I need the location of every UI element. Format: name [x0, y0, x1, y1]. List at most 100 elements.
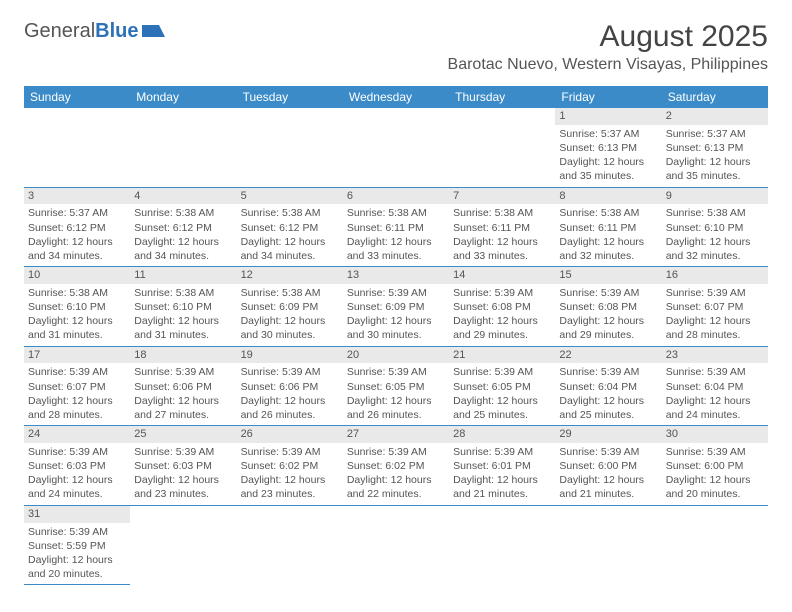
day-info-line: Daylight: 12 hours	[453, 314, 551, 328]
empty-cell	[130, 506, 236, 586]
day-info-line: and 20 minutes.	[28, 567, 126, 581]
day-info-line: Daylight: 12 hours	[559, 394, 657, 408]
day-info-line: Sunrise: 5:39 AM	[666, 365, 764, 379]
day-info-line: and 21 minutes.	[559, 487, 657, 501]
day-cell: 7Sunrise: 5:38 AMSunset: 6:11 PMDaylight…	[449, 188, 555, 268]
day-info-line: Sunset: 6:12 PM	[241, 221, 339, 235]
day-cell: 23Sunrise: 5:39 AMSunset: 6:04 PMDayligh…	[662, 347, 768, 427]
empty-cell	[449, 108, 555, 188]
day-info-line: Sunset: 6:08 PM	[559, 300, 657, 314]
day-info-line: and 24 minutes.	[666, 408, 764, 422]
day-number: 8	[555, 188, 661, 205]
day-number: 25	[130, 426, 236, 443]
weekday-header-row: Sunday Monday Tuesday Wednesday Thursday…	[24, 86, 768, 108]
day-cell: 12Sunrise: 5:38 AMSunset: 6:09 PMDayligh…	[237, 267, 343, 347]
day-info-line: Sunset: 6:05 PM	[453, 380, 551, 394]
day-info-line: Sunrise: 5:38 AM	[347, 206, 445, 220]
day-info-line: Sunrise: 5:39 AM	[559, 286, 657, 300]
day-info-line: Sunrise: 5:39 AM	[347, 286, 445, 300]
day-info-line: Sunrise: 5:37 AM	[666, 127, 764, 141]
day-info-line: Daylight: 12 hours	[28, 553, 126, 567]
day-info-line: Sunrise: 5:39 AM	[453, 445, 551, 459]
day-info-line: Sunrise: 5:39 AM	[28, 445, 126, 459]
day-info-line: Daylight: 12 hours	[134, 394, 232, 408]
empty-cell	[555, 506, 661, 586]
day-body: Sunrise: 5:39 AMSunset: 6:06 PMDaylight:…	[130, 363, 236, 425]
day-number: 12	[237, 267, 343, 284]
day-cell: 3Sunrise: 5:37 AMSunset: 6:12 PMDaylight…	[24, 188, 130, 268]
day-body: Sunrise: 5:38 AMSunset: 6:11 PMDaylight:…	[555, 204, 661, 266]
logo: GeneralBlue	[24, 20, 167, 43]
day-info-line: Daylight: 12 hours	[134, 473, 232, 487]
empty-cell	[237, 506, 343, 586]
day-info-line: Daylight: 12 hours	[241, 394, 339, 408]
day-cell: 26Sunrise: 5:39 AMSunset: 6:02 PMDayligh…	[237, 426, 343, 506]
day-cell: 21Sunrise: 5:39 AMSunset: 6:05 PMDayligh…	[449, 347, 555, 427]
day-info-line: Sunset: 6:06 PM	[241, 380, 339, 394]
day-info-line: Daylight: 12 hours	[559, 155, 657, 169]
day-number: 26	[237, 426, 343, 443]
day-cell: 19Sunrise: 5:39 AMSunset: 6:06 PMDayligh…	[237, 347, 343, 427]
title-block: August 2025 Barotac Nuevo, Western Visay…	[448, 20, 768, 74]
day-cell: 8Sunrise: 5:38 AMSunset: 6:11 PMDaylight…	[555, 188, 661, 268]
day-info-line: Daylight: 12 hours	[28, 394, 126, 408]
day-info-line: and 25 minutes.	[453, 408, 551, 422]
day-info-line: and 23 minutes.	[241, 487, 339, 501]
day-cell: 6Sunrise: 5:38 AMSunset: 6:11 PMDaylight…	[343, 188, 449, 268]
day-info-line: Daylight: 12 hours	[453, 473, 551, 487]
day-info-line: and 26 minutes.	[241, 408, 339, 422]
day-number: 11	[130, 267, 236, 284]
day-body: Sunrise: 5:37 AMSunset: 6:12 PMDaylight:…	[24, 204, 130, 266]
day-cell: 29Sunrise: 5:39 AMSunset: 6:00 PMDayligh…	[555, 426, 661, 506]
day-info-line: Sunrise: 5:39 AM	[134, 445, 232, 459]
day-info-line: Sunrise: 5:38 AM	[241, 286, 339, 300]
day-number: 17	[24, 347, 130, 364]
day-info-line: and 30 minutes.	[241, 328, 339, 342]
week-row: 24Sunrise: 5:39 AMSunset: 6:03 PMDayligh…	[24, 426, 768, 506]
day-info-line: Sunset: 6:05 PM	[347, 380, 445, 394]
day-number: 2	[662, 108, 768, 125]
week-row: 31Sunrise: 5:39 AMSunset: 5:59 PMDayligh…	[24, 506, 768, 586]
day-body: Sunrise: 5:38 AMSunset: 6:10 PMDaylight:…	[662, 204, 768, 266]
day-info-line: Sunset: 6:00 PM	[666, 459, 764, 473]
day-info-line: and 34 minutes.	[241, 249, 339, 263]
day-info-line: Daylight: 12 hours	[347, 314, 445, 328]
day-body: Sunrise: 5:39 AMSunset: 6:06 PMDaylight:…	[237, 363, 343, 425]
day-body: Sunrise: 5:39 AMSunset: 6:01 PMDaylight:…	[449, 443, 555, 505]
day-cell: 14Sunrise: 5:39 AMSunset: 6:08 PMDayligh…	[449, 267, 555, 347]
day-info-line: Sunrise: 5:39 AM	[28, 365, 126, 379]
empty-cell	[449, 506, 555, 586]
weekday-header: Monday	[130, 86, 236, 108]
day-info-line: Daylight: 12 hours	[28, 235, 126, 249]
day-info-line: Sunset: 5:59 PM	[28, 539, 126, 553]
day-body: Sunrise: 5:39 AMSunset: 6:03 PMDaylight:…	[24, 443, 130, 505]
day-body: Sunrise: 5:39 AMSunset: 6:03 PMDaylight:…	[130, 443, 236, 505]
day-info-line: and 26 minutes.	[347, 408, 445, 422]
day-number: 14	[449, 267, 555, 284]
day-info-line: Sunrise: 5:39 AM	[666, 286, 764, 300]
day-cell: 20Sunrise: 5:39 AMSunset: 6:05 PMDayligh…	[343, 347, 449, 427]
day-number: 7	[449, 188, 555, 205]
day-info-line: and 32 minutes.	[559, 249, 657, 263]
day-cell: 25Sunrise: 5:39 AMSunset: 6:03 PMDayligh…	[130, 426, 236, 506]
day-info-line: Daylight: 12 hours	[347, 235, 445, 249]
day-info-line: Sunset: 6:11 PM	[559, 221, 657, 235]
day-info-line: Sunrise: 5:38 AM	[559, 206, 657, 220]
day-info-line: and 33 minutes.	[453, 249, 551, 263]
day-info-line: Sunset: 6:03 PM	[134, 459, 232, 473]
day-cell: 18Sunrise: 5:39 AMSunset: 6:06 PMDayligh…	[130, 347, 236, 427]
day-number: 27	[343, 426, 449, 443]
day-body: Sunrise: 5:39 AMSunset: 6:05 PMDaylight:…	[449, 363, 555, 425]
day-cell: 31Sunrise: 5:39 AMSunset: 5:59 PMDayligh…	[24, 506, 130, 586]
empty-cell	[24, 108, 130, 188]
day-body: Sunrise: 5:39 AMSunset: 6:05 PMDaylight:…	[343, 363, 449, 425]
day-number: 5	[237, 188, 343, 205]
day-cell: 28Sunrise: 5:39 AMSunset: 6:01 PMDayligh…	[449, 426, 555, 506]
day-number: 3	[24, 188, 130, 205]
calendar: Sunday Monday Tuesday Wednesday Thursday…	[24, 86, 768, 585]
day-info-line: Sunset: 6:03 PM	[28, 459, 126, 473]
day-cell: 17Sunrise: 5:39 AMSunset: 6:07 PMDayligh…	[24, 347, 130, 427]
day-info-line: and 31 minutes.	[134, 328, 232, 342]
day-info-line: and 34 minutes.	[134, 249, 232, 263]
day-number: 13	[343, 267, 449, 284]
